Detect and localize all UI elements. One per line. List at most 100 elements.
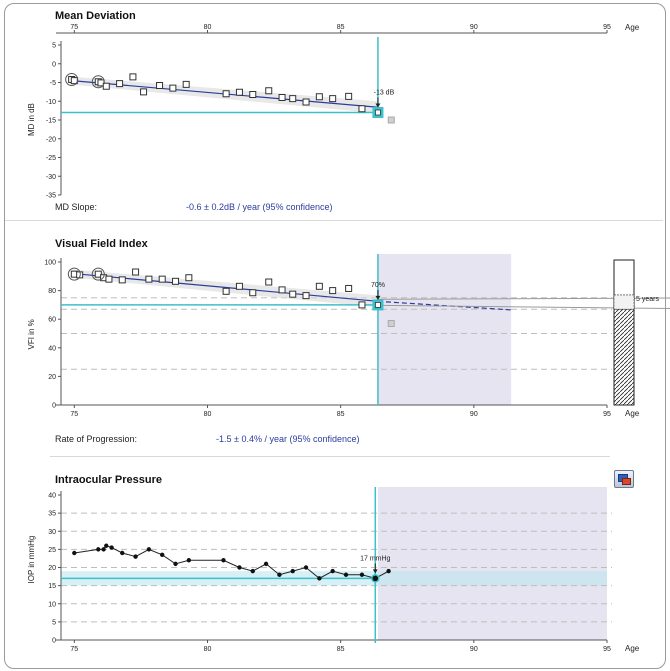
iop-current-label: 17 mmHg: [360, 555, 390, 562]
iop-point: [109, 545, 114, 550]
section-divider: [5, 220, 663, 221]
md-point: [345, 92, 353, 100]
iop-point: [250, 568, 255, 574]
iop-point: [96, 547, 101, 552]
vfi-point: [278, 286, 286, 294]
vfi-current-label: 70%: [371, 282, 385, 289]
vfi-projection-lower: [377, 304, 670, 309]
md-x-tick-label: 90: [470, 24, 478, 31]
vfi-x-tick-label: 95: [603, 411, 611, 418]
iop-y-tick-label: 25: [48, 547, 56, 554]
export-image-icon-overlay: [622, 478, 631, 485]
iop-point: [330, 568, 335, 574]
vfi-point: [94, 270, 102, 278]
iop-x-tick-label: 80: [204, 646, 212, 653]
vfi-y-axis-label: VFI in %: [27, 319, 36, 349]
md-point: [102, 82, 110, 90]
iop-point: [104, 543, 109, 548]
vfi-title: Visual Field Index: [55, 238, 148, 250]
iop-point: [303, 565, 309, 570]
iop-x-tick-label: 85: [337, 646, 345, 653]
iop-y-tick-label: 30: [48, 529, 56, 536]
vfi-y-tick-label: 0: [52, 403, 56, 410]
vfi-point: [172, 277, 180, 285]
vfi-x-tick-label: 85: [337, 411, 345, 418]
iop-y-tick-label: 10: [48, 601, 56, 608]
vfi-point: [249, 289, 257, 297]
vfi-projection-upper: [377, 297, 670, 300]
md-point: [140, 88, 148, 96]
iop-x-axis-label: Age: [625, 644, 640, 653]
vfi-projection-shade: [377, 254, 512, 405]
md-point: [265, 87, 273, 95]
md-point: [329, 95, 337, 103]
iop-projection-shade: [377, 487, 607, 640]
md-title: Mean Deviation: [55, 10, 136, 22]
md-baseline-circle: [91, 75, 105, 89]
md-point: [358, 105, 366, 113]
iop-point: [277, 572, 282, 577]
vfi-y-tick-label: 20: [48, 374, 56, 381]
iop-y-tick-label: 0: [52, 638, 56, 645]
iop-point: [359, 572, 365, 577]
vfi-point: [185, 274, 193, 282]
md-point: [182, 80, 190, 88]
md-point: [249, 91, 257, 98]
vfi-point: [132, 268, 140, 276]
iop-point: [386, 568, 391, 574]
md-y-axis-label: MD in dB: [27, 103, 36, 136]
md-point: [315, 93, 323, 101]
iop-y-tick-label: 40: [48, 493, 56, 500]
md-point: [156, 82, 164, 89]
vfi-baseline-circle: [67, 267, 81, 281]
vfi-excluded-point: [387, 319, 395, 327]
vfi-point: [329, 287, 337, 295]
md-point: [235, 88, 243, 96]
md-current-label: -13 dB: [374, 90, 395, 97]
iop-point: [173, 561, 178, 567]
md-y-tick-label: -30: [46, 174, 56, 181]
section-divider: [50, 456, 610, 457]
md-y-tick-label: -35: [46, 193, 56, 200]
vfi-point: [235, 282, 243, 290]
vfi-y-tick-label: 100: [44, 260, 56, 267]
md-point: [375, 109, 381, 116]
rate-of-progression-label: Rate of Progression:: [55, 434, 138, 444]
md-slope-value: -0.6 ± 0.2dB / year (95% confidence): [186, 202, 333, 212]
md-slope-label: MD Slope:: [55, 202, 98, 212]
iop-y-tick-label: 5: [52, 619, 56, 626]
iop-y-tick-label: 15: [48, 583, 56, 590]
md-point: [302, 98, 310, 106]
iop-point: [221, 558, 226, 563]
iop-point: [186, 558, 192, 563]
vfi-point: [105, 275, 113, 283]
md-y-tick-label: 5: [52, 43, 56, 50]
md-y-tick-label: -10: [46, 99, 56, 106]
iop-point: [146, 547, 152, 552]
md-current-arrowhead: [375, 103, 381, 108]
md-point: [169, 84, 177, 92]
md-y-tick-label: -15: [46, 118, 56, 125]
md-y-tick-label: -20: [46, 136, 56, 143]
iop-point: [160, 552, 165, 558]
vfi-point: [265, 278, 273, 286]
iop-point: [317, 576, 322, 581]
iop-point: [343, 572, 349, 577]
iop-point: [263, 561, 269, 567]
iop-title: Intraocular Pressure: [55, 474, 162, 486]
iop-point: [237, 565, 242, 570]
iop-x-tick-label: 75: [70, 646, 78, 653]
iop-point: [120, 550, 125, 556]
vfi-side-bar-label: 5 years: [636, 296, 659, 303]
vfi-point: [145, 275, 153, 283]
vfi-point: [158, 275, 166, 283]
vfi-point: [118, 276, 126, 284]
md-baseline-circle: [65, 73, 79, 86]
iop-point: [101, 547, 106, 552]
md-point: [278, 94, 286, 101]
vfi-x-axis-label: Age: [625, 409, 640, 418]
export-image-button[interactable]: [614, 470, 634, 488]
vfi-x-tick-label: 75: [70, 411, 78, 418]
vfi-point: [358, 301, 366, 309]
